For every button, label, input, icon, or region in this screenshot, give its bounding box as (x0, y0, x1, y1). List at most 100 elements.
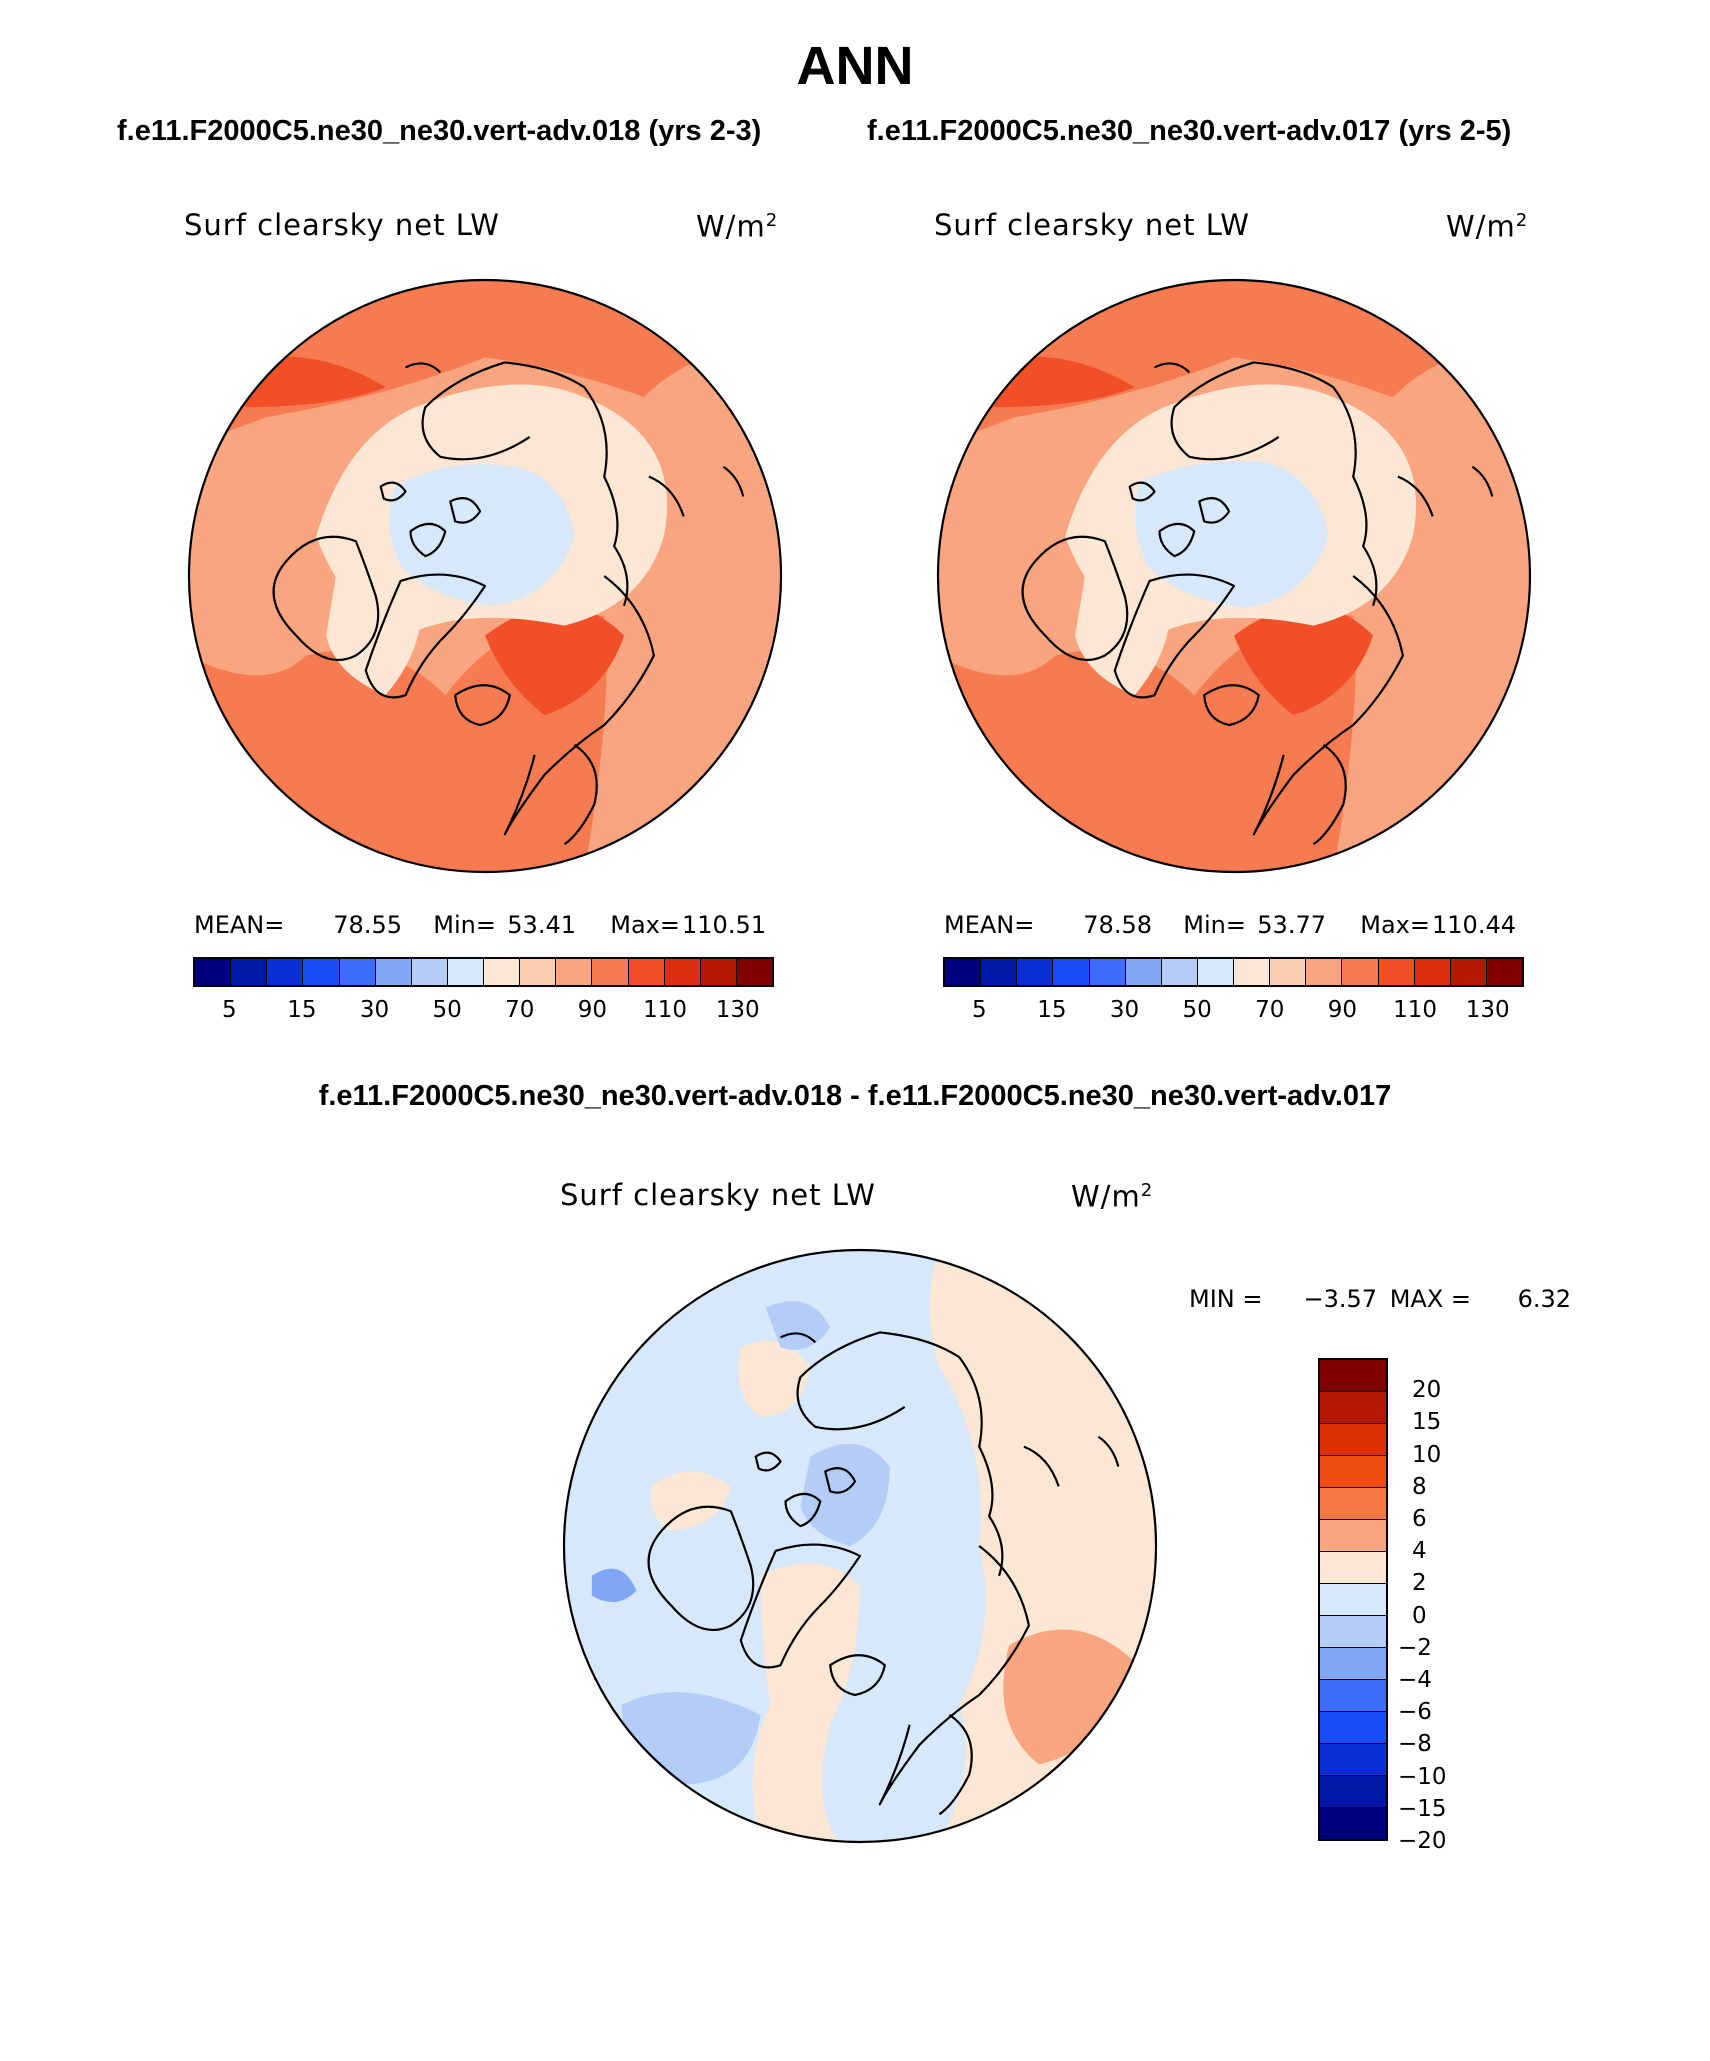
colorbar-swatch (520, 959, 557, 985)
colorbar-swatch (1320, 1776, 1386, 1808)
case2-title: f.e11.F2000C5.ne30_ne30.vert-adv.017 (yr… (867, 115, 1512, 147)
colorbar-tick-label: −4 (1398, 1667, 1432, 1693)
panel2-polar-map (936, 278, 1532, 874)
colorbar-swatch (1320, 1360, 1386, 1392)
panel2-units: W/m2 (1446, 209, 1529, 244)
colorbar-swatch (484, 959, 521, 985)
colorbar-tick-label: 110 (1393, 997, 1438, 1023)
colorbar-tick-label: 50 (432, 997, 462, 1023)
colorbar-tick-label: −20 (1398, 1828, 1447, 1854)
colorbar-tick-label: 90 (577, 997, 608, 1023)
colorbar-tick-label: 15 (287, 997, 317, 1023)
colorbar-swatch (1414, 959, 1451, 985)
colorbar-swatch (1161, 959, 1198, 985)
colorbar-tick-label: −15 (1398, 1795, 1447, 1822)
colorbar-swatch (1378, 959, 1415, 985)
colorbar-swatch (1234, 959, 1271, 985)
colorbar-tick-label: 30 (1109, 997, 1140, 1023)
panel1-colorbar (193, 957, 774, 987)
panel2-stats: MEAN= 78.58 Min= 53.77 Max=110.44 (944, 911, 1516, 939)
panel1-field-label: Surf clearsky net LW (184, 208, 500, 242)
colorbar-tick-label: 50 (1182, 997, 1212, 1023)
colorbar-swatch (1306, 959, 1343, 985)
colorbar-swatch (700, 959, 737, 985)
colorbar-swatch (411, 959, 448, 985)
panel2-coastlines (1021, 361, 1494, 846)
colorbar-swatch (375, 959, 412, 985)
colorbar-tick-label: −6 (1398, 1699, 1432, 1726)
diff-polar-map (562, 1248, 1158, 1844)
colorbar-swatch (1320, 1648, 1386, 1680)
case1-title: f.e11.F2000C5.ne30_ne30.vert-adv.018 (yr… (117, 115, 762, 147)
colorbar-swatch (1320, 1680, 1386, 1712)
colorbar-swatch (1197, 959, 1234, 985)
colorbar-tick-label: 130 (715, 997, 760, 1023)
colorbar-swatch (339, 959, 376, 985)
colorbar-swatch (447, 959, 484, 985)
colorbar-tick-label: 70 (505, 997, 535, 1023)
colorbar-swatch (1320, 1552, 1386, 1584)
panel2-colorbar (943, 957, 1524, 987)
panel2-field-label: Surf clearsky net LW (934, 208, 1250, 242)
colorbar-swatch (1053, 959, 1090, 985)
colorbar-swatch (1320, 1488, 1386, 1520)
panel1-units: W/m2 (696, 209, 779, 244)
colorbar-tick-label: 5 (221, 997, 237, 1023)
colorbar-tick-label: 8 (1412, 1473, 1427, 1500)
colorbar-swatch (1125, 959, 1162, 985)
colorbar-tick-label: 6 (1412, 1506, 1427, 1532)
colorbar-tick-label: 20 (1412, 1377, 1442, 1404)
diff-title: f.e11.F2000C5.ne30_ne30.vert-adv.018 - f… (318, 1080, 1392, 1112)
diff-units: W/m2 (1071, 1179, 1154, 1214)
colorbar-swatch (1320, 1712, 1386, 1744)
colorbar-tick-label: 130 (1465, 997, 1510, 1023)
colorbar-swatch (1320, 1392, 1386, 1424)
colorbar-tick-label: −8 (1398, 1731, 1432, 1758)
panel1-colorbar-ticks: 5 15 30 50 70 90 110 130 (193, 997, 774, 1023)
colorbar-swatch (1320, 1808, 1386, 1839)
colorbar-swatch (1320, 1456, 1386, 1488)
colorbar-swatch (303, 959, 340, 985)
colorbar-swatch (1342, 959, 1379, 985)
colorbar-swatch (1320, 1744, 1386, 1776)
colorbar-swatch (628, 959, 665, 985)
colorbar-swatch (231, 959, 268, 985)
colorbar-swatch (945, 959, 982, 985)
colorbar-swatch (1320, 1616, 1386, 1648)
colorbar-swatch (1270, 959, 1307, 985)
diff-colorbar (1318, 1358, 1388, 1841)
panel1-coastlines (272, 361, 745, 846)
colorbar-swatch (981, 959, 1018, 985)
diff-coastlines (647, 1331, 1120, 1816)
diff-colorbar-ticks: 20 15 10 8 6 4 2 0 −2 −4 −6 −8 −10 −15 −20 (1398, 1358, 1518, 1854)
colorbar-swatch (1089, 959, 1126, 985)
colorbar-swatch (267, 959, 304, 985)
colorbar-swatch (592, 959, 629, 985)
diff-min-max: MIN = −3.57 MAX = 6.32 (1189, 1285, 1571, 1313)
panel1-stats: MEAN= 78.55 Min= 53.41 Max=110.51 (194, 911, 766, 939)
colorbar-tick-label: 30 (359, 997, 390, 1023)
main-title: ANN (796, 36, 914, 96)
diff-contour-fill (563, 1249, 1157, 1843)
colorbar-tick-label: −2 (1398, 1634, 1432, 1661)
colorbar-tick-label: 4 (1412, 1538, 1427, 1565)
colorbar-tick-label: 10 (1412, 1441, 1442, 1468)
colorbar-tick-label: 70 (1255, 997, 1285, 1023)
panel2-colorbar-ticks: 5 15 30 50 70 90 110 130 (943, 997, 1524, 1023)
colorbar-swatch (556, 959, 593, 985)
colorbar-tick-label: 2 (1412, 1570, 1427, 1597)
colorbar-tick-label: 0 (1412, 1602, 1427, 1629)
colorbar-tick-label: 90 (1327, 997, 1358, 1023)
colorbar-swatch (1450, 959, 1487, 985)
colorbar-tick-label: 5 (971, 997, 987, 1023)
colorbar-swatch (195, 959, 232, 985)
colorbar-tick-label: 15 (1037, 997, 1067, 1023)
colorbar-swatch (1320, 1584, 1386, 1616)
colorbar-swatch (1017, 959, 1054, 985)
colorbar-tick-label: 110 (643, 997, 688, 1023)
colorbar-swatch (736, 959, 772, 985)
colorbar-swatch (1320, 1424, 1386, 1456)
colorbar-tick-label: −10 (1398, 1763, 1447, 1790)
colorbar-tick-label: 15 (1412, 1409, 1442, 1436)
panel1-polar-map (187, 278, 783, 874)
